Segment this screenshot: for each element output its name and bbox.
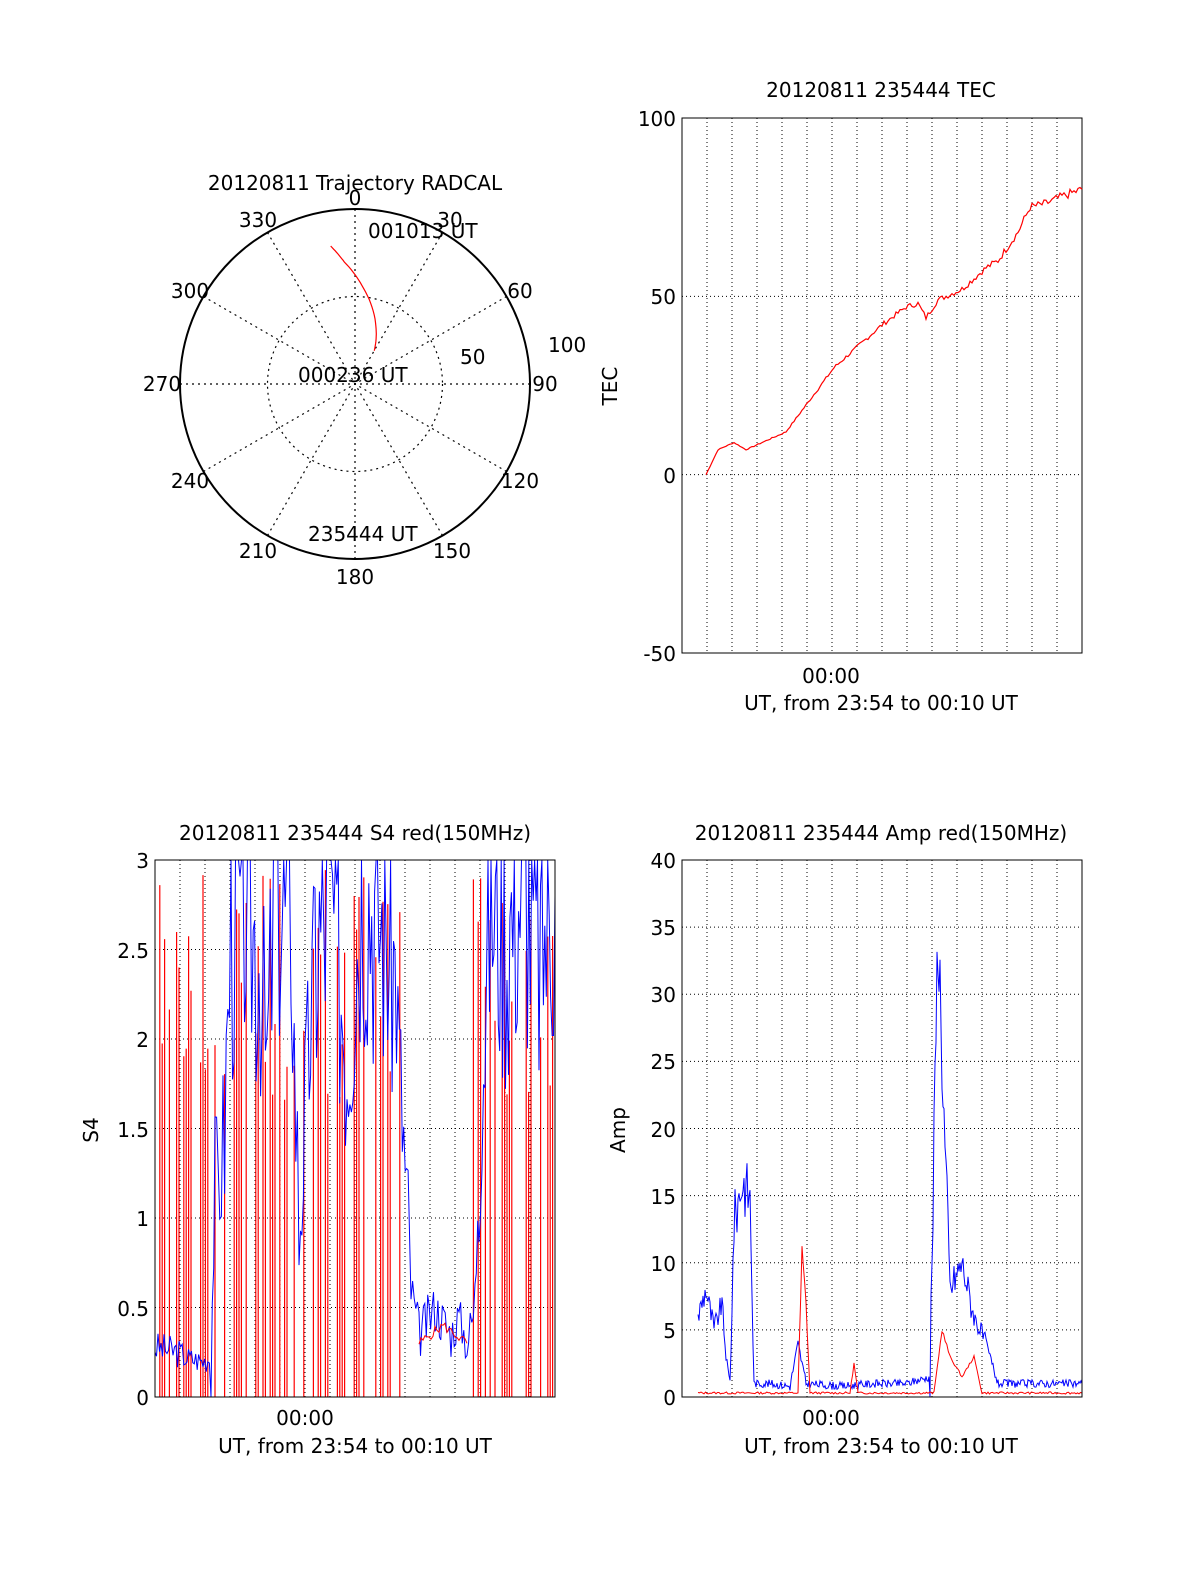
s4-xlabel: UT, from 23:54 to 00:10 UT xyxy=(218,1434,493,1458)
azimuth-label-90: 90 xyxy=(532,372,557,396)
radius-label-50: 50 xyxy=(460,345,485,369)
s4-ytick-0: 0 xyxy=(136,1386,149,1410)
trajectory-track xyxy=(330,245,377,351)
azimuth-label-120: 120 xyxy=(501,469,539,493)
track-start-label: 235444 UT xyxy=(308,522,418,546)
amp-grid xyxy=(682,860,1082,1397)
s4-ytick-0.5: 0.5 xyxy=(117,1297,149,1321)
track-end-label: 001013 UT xyxy=(368,219,478,243)
s4-red-spikes xyxy=(159,870,554,1397)
amp-panel: 20120811 235444 Amp red(150MHz) 0 5 10 1… xyxy=(606,821,1083,1458)
azimuth-label-180: 180 xyxy=(336,565,374,589)
tec-grid xyxy=(682,118,1082,653)
amp-ytick-25: 25 xyxy=(651,1050,676,1074)
tec-title: 20120811 235444 TEC xyxy=(766,78,996,102)
tec-xlabel: UT, from 23:54 to 00:10 UT xyxy=(744,691,1019,715)
azimuth-label-60: 60 xyxy=(507,279,532,303)
azimuth-label-150: 150 xyxy=(433,539,471,563)
tec-ytick-0: 0 xyxy=(663,464,676,488)
amp-ytick-0: 0 xyxy=(663,1386,676,1410)
amp-ytick-5: 5 xyxy=(663,1319,676,1343)
amp-ytick-20: 20 xyxy=(651,1118,676,1142)
amp-red-series-line xyxy=(697,1246,1083,1395)
trajectory-panel: 20120811 Trajectory RADCAL 0 30 60 90 120 150… xyxy=(143,171,586,589)
polar-azimuth-labels: 0 30 60 90 120 150 180 210 240 270 300 330 xyxy=(143,186,558,589)
polar-grid xyxy=(179,208,531,560)
amp-ytick-35: 35 xyxy=(651,916,676,940)
amp-blue-series-line xyxy=(697,951,1083,1398)
tec-plot-frame xyxy=(681,117,1083,654)
s4-ytick-2: 2 xyxy=(136,1028,149,1052)
amp-ytick-10: 10 xyxy=(651,1252,676,1276)
amp-ytick-40: 40 xyxy=(651,849,676,873)
s4-ytick-1.5: 1.5 xyxy=(117,1118,149,1142)
amp-ytick-15: 15 xyxy=(651,1185,676,1209)
s4-xtick-0000: 00:00 xyxy=(276,1406,334,1430)
tec-panel: 20120811 235444 TEC 100 50 0 -50 00:00 U… xyxy=(598,78,1083,715)
tec-ytick-minus50: -50 xyxy=(643,642,676,666)
s4-ytick-1: 1 xyxy=(136,1207,149,1231)
tec-xtick-0000: 00:00 xyxy=(802,664,860,688)
tec-ytick-50: 50 xyxy=(651,285,676,309)
track-mid-label: 000236 UT xyxy=(298,363,408,387)
s4-ytick-3: 3 xyxy=(136,849,149,873)
azimuth-label-330: 330 xyxy=(239,208,277,232)
azimuth-label-210: 210 xyxy=(239,539,277,563)
amp-title: 20120811 235444 Amp red(150MHz) xyxy=(695,821,1067,845)
s4-plot-frame xyxy=(154,859,556,1398)
radius-label-100: 100 xyxy=(548,333,586,357)
amp-plot-frame xyxy=(681,859,1083,1398)
s4-red-series-line xyxy=(418,1322,468,1345)
tec-series-line xyxy=(705,186,1083,475)
amp-xlabel: UT, from 23:54 to 00:10 UT xyxy=(744,1434,1019,1458)
polar-spoke-150 xyxy=(266,232,444,536)
tec-ytick-100: 100 xyxy=(638,107,676,131)
azimuth-label-30: 30 xyxy=(437,208,462,232)
azimuth-label-300: 300 xyxy=(171,279,209,303)
azimuth-label-240: 240 xyxy=(171,469,209,493)
s4-title: 20120811 235444 S4 red(150MHz) xyxy=(179,821,531,845)
amp-ylabel: Amp xyxy=(606,1107,630,1153)
s4-blue-series-line xyxy=(154,859,556,1398)
tec-ylabel: TEC xyxy=(598,367,622,407)
s4-ytick-2.5: 2.5 xyxy=(117,939,149,963)
amp-xtick-0000: 00:00 xyxy=(802,1406,860,1430)
polar-inner-ring xyxy=(266,295,444,473)
s4-ylabel: S4 xyxy=(79,1117,103,1142)
azimuth-label-0: 0 xyxy=(349,186,362,210)
amp-ytick-30: 30 xyxy=(651,983,676,1007)
azimuth-label-270: 270 xyxy=(143,372,181,396)
s4-panel: 20120811 235444 S4 red(150MHz) 0 0.5 1 1… xyxy=(79,821,556,1458)
trajectory-title: 20120811 Trajectory RADCAL xyxy=(208,171,503,195)
